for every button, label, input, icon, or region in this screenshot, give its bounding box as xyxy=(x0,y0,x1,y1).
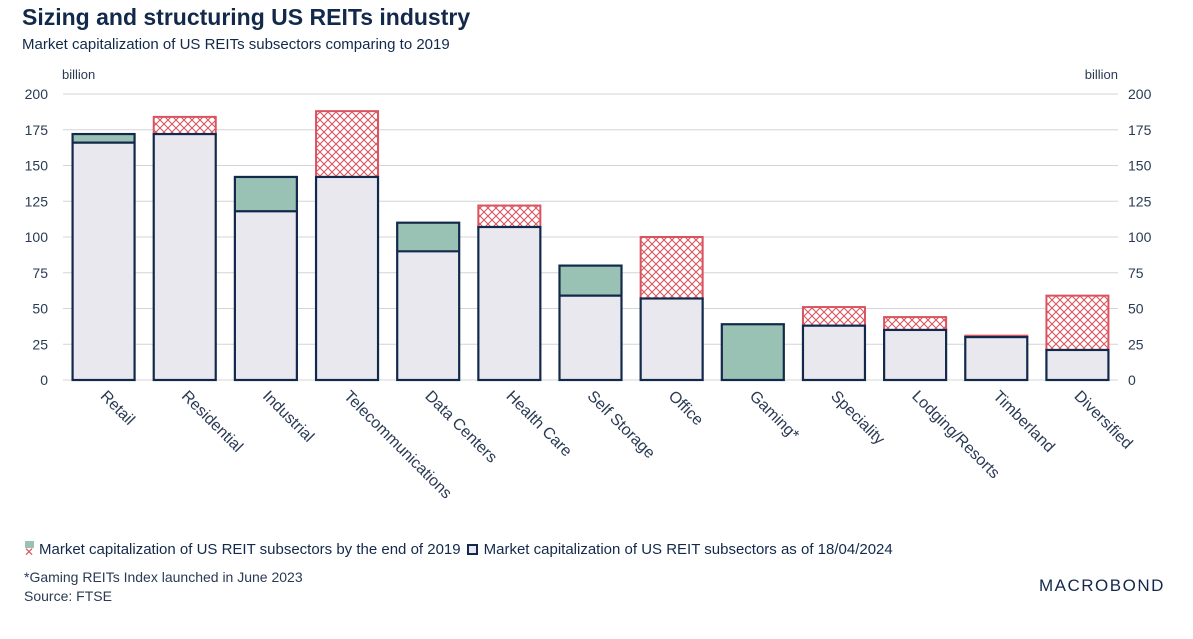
y-tick-left: 25 xyxy=(32,336,48,352)
y-tick-left: 150 xyxy=(25,158,49,174)
y-axis-right-unit: billion xyxy=(1085,67,1118,82)
legend-label-2019: Market capitalization of US REIT subsect… xyxy=(39,540,461,558)
bar-2019-base xyxy=(559,295,622,380)
bar-2024 xyxy=(558,264,623,382)
x-tick-label: Office xyxy=(665,388,706,429)
y-tick-left: 200 xyxy=(25,86,49,102)
bar-2024 xyxy=(396,221,461,382)
x-tick-label: Gaming* xyxy=(746,388,802,444)
legend-item-2019: ✕ Market capitalization of US REIT subse… xyxy=(24,540,461,559)
bar-2019-decline xyxy=(801,306,866,327)
bar-2019-growth xyxy=(721,324,784,380)
footnote-gaming: *Gaming REITs Index launched in June 202… xyxy=(24,569,303,585)
legend-swatch-2024 xyxy=(466,543,478,555)
bar-2019-decline xyxy=(477,204,542,228)
bar-2024 xyxy=(1045,348,1110,382)
bar-chart: 0 25 50 75 100 125 150 175 200 0 25 50 75 100 125 150 1… xyxy=(25,67,1152,503)
bar-2019-growth xyxy=(397,222,460,252)
legend-swatch-2019: ✕ xyxy=(24,540,36,558)
bar-2019-decline xyxy=(639,236,704,300)
x-tick-label: Data Centers xyxy=(421,388,500,467)
bar-2024 xyxy=(233,175,298,382)
x-tick-label: Health Care xyxy=(503,388,575,460)
legend: ✕ Market capitalization of US REIT subse… xyxy=(24,540,899,559)
footnote-source: Source: FTSE xyxy=(24,588,112,604)
x-tick-label: Speciality xyxy=(827,388,887,448)
x-tick-label: Lodging/Resorts xyxy=(908,388,1002,482)
y-tick-left: 0 xyxy=(40,372,48,388)
y-tick-right: 125 xyxy=(1128,193,1152,209)
legend-label-2024: Market capitalization of US REIT subsect… xyxy=(483,540,893,558)
bar-2019-decline xyxy=(152,115,217,136)
bar-2024 xyxy=(639,297,704,382)
y-tick-left: 50 xyxy=(32,301,48,317)
y-axis-left-unit: billion xyxy=(62,67,95,82)
y-tick-left: 75 xyxy=(32,265,48,281)
chart-subtitle: Market capitalization of US REITs subsec… xyxy=(22,36,450,53)
y-tick-right: 200 xyxy=(1128,86,1152,102)
bars xyxy=(71,110,1110,382)
bar-2024 xyxy=(477,225,542,382)
y-tick-right: 25 xyxy=(1128,336,1144,352)
bar-2024 xyxy=(71,132,136,382)
x-tick-label: Timberland xyxy=(989,388,1057,456)
y-tick-right: 175 xyxy=(1128,122,1152,138)
chart-title: Sizing and structuring US REITs industry xyxy=(22,4,471,30)
x-tick-label: Industrial xyxy=(259,388,317,446)
bar-2019-decline xyxy=(883,316,948,331)
x-tick-label: Diversified xyxy=(1071,388,1136,453)
legend-item-2024: Market capitalization of US REIT subsect… xyxy=(466,540,893,558)
y-tick-left: 100 xyxy=(25,229,49,245)
y-tick-left: 175 xyxy=(25,122,49,138)
bar-2024 xyxy=(883,328,948,382)
y-tick-right: 0 xyxy=(1128,372,1136,388)
y-axis-left: 0 25 50 75 100 125 150 175 200 xyxy=(25,86,49,388)
bar-2019-base xyxy=(72,142,135,380)
bar-2024 xyxy=(801,324,867,382)
bar-2019-base xyxy=(397,251,460,380)
y-tick-right: 75 xyxy=(1128,265,1144,281)
bar-2019-decline xyxy=(315,110,380,178)
footnote: *Gaming REITs Index launched in June 202… xyxy=(24,568,303,606)
bar-2019-decline xyxy=(1045,294,1110,351)
bar-2019-growth xyxy=(72,134,135,143)
macrobond-logo: MACROBOND xyxy=(1039,576,1165,595)
y-tick-right: 150 xyxy=(1128,158,1152,174)
y-tick-right: 100 xyxy=(1128,229,1152,245)
x-tick-label: Residential xyxy=(178,388,246,456)
bar-2024 xyxy=(964,336,1029,382)
y-tick-right: 50 xyxy=(1128,301,1144,317)
bar-2024 xyxy=(720,323,785,382)
x-tick-label: Retail xyxy=(97,388,138,429)
bar-2019-base xyxy=(234,211,297,380)
y-tick-left: 125 xyxy=(25,193,49,209)
bar-2019-growth xyxy=(559,265,622,296)
bar-2024 xyxy=(314,175,380,382)
y-axis-right: 0 25 50 75 100 125 150 175 200 xyxy=(1128,86,1152,388)
x-axis-labels: Retail Residential Industrial Telecommunica… xyxy=(97,388,1136,503)
bar-2019-growth xyxy=(234,176,297,212)
x-tick-label: Self Storage xyxy=(584,388,658,462)
bar-2024 xyxy=(152,132,217,382)
